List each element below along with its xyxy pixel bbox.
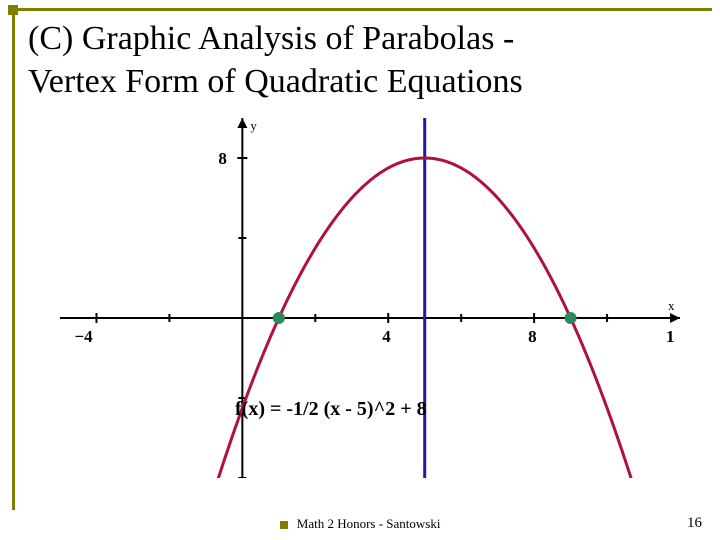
slide-accent-top (18, 8, 712, 11)
footer-center: Math 2 Honors - Santowski (0, 516, 720, 532)
svg-text:8: 8 (218, 149, 227, 168)
slide-accent-left (12, 15, 15, 510)
slide-title: (C) Graphic Analysis of Parabolas - Vert… (28, 18, 700, 103)
svg-text:8: 8 (528, 327, 537, 346)
footer-text: Math 2 Honors - Santowski (297, 516, 441, 531)
svg-text:4: 4 (382, 327, 391, 346)
title-line-2: Vertex Form of Quadratic Equations (28, 63, 523, 100)
svg-text:y: y (250, 118, 257, 133)
page-number: 16 (687, 515, 702, 532)
svg-text:−4: −4 (74, 327, 93, 346)
parabola-chart: y x −4 4 8 1 8 f(x) = -1/2 (x - 5)^2 + 8 (60, 118, 680, 478)
svg-text:x: x (668, 298, 675, 313)
equation-label: f(x) = -1/2 (x - 5)^2 + 8 (235, 398, 427, 421)
slide-accent-corner (8, 5, 18, 15)
footer-bullet-icon (280, 521, 288, 529)
svg-text:1: 1 (666, 327, 675, 346)
chart-svg: y x −4 4 8 1 8 (60, 118, 680, 478)
title-line-1: (C) Graphic Analysis of Parabolas - (28, 20, 514, 57)
